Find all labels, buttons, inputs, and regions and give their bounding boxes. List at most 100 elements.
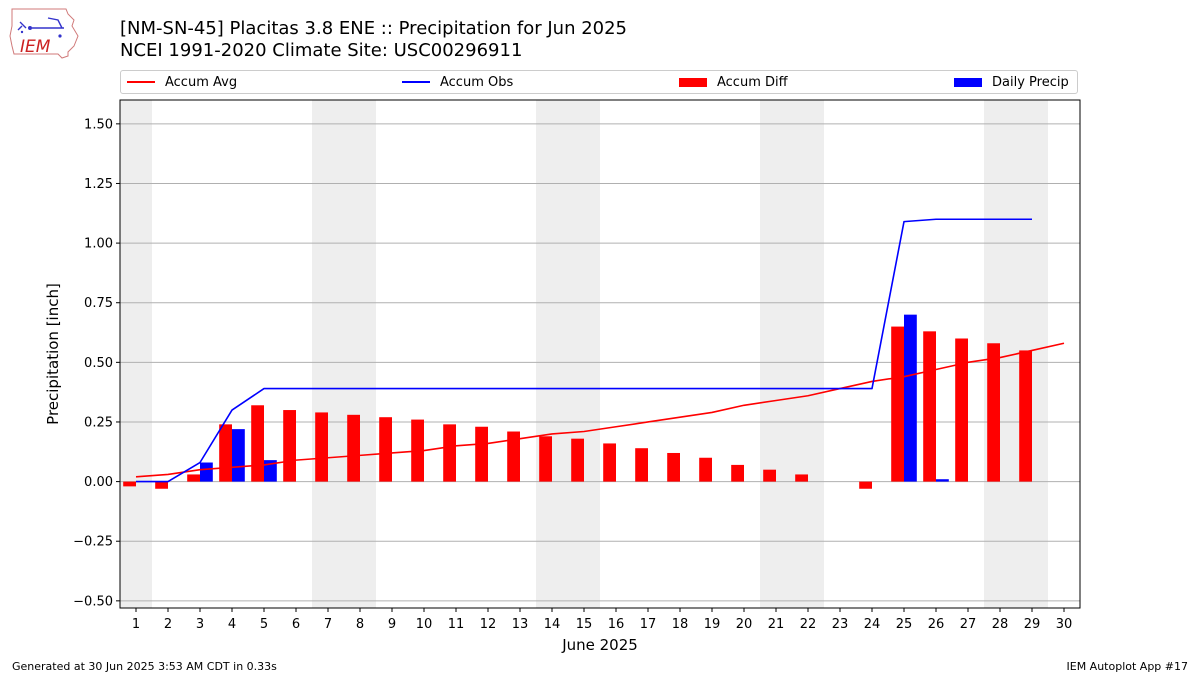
bar-accum-diff-day-13: [507, 431, 520, 482]
x-tick-label: 26: [928, 617, 945, 632]
legend-swatch-accum-diff: [679, 77, 707, 87]
x-tick-label: 8: [356, 617, 364, 632]
x-tick-label: 25: [896, 617, 913, 632]
bar-accum-diff-day-5: [251, 405, 264, 482]
bar-accum-diff-day-12: [475, 426, 488, 482]
legend-item-accum-diff: Accum Diff: [679, 71, 788, 93]
bar-daily-precip-day-26: [936, 479, 949, 482]
bar-accum-diff-day-27: [955, 338, 968, 482]
footer-generated-text: Generated at 30 Jun 2025 3:53 AM CDT in …: [12, 660, 277, 673]
y-tick-label: 0.50: [84, 356, 113, 371]
bar-accum-diff-day-9: [379, 417, 392, 482]
bar-accum-diff-day-7: [315, 412, 328, 482]
x-tick-label: 21: [768, 617, 785, 632]
legend-swatch-accum-avg: [127, 81, 155, 83]
x-tick-label: 1: [132, 617, 140, 632]
x-tick-label: 9: [388, 617, 396, 632]
bar-accum-diff-day-11: [443, 424, 456, 482]
y-tick-label: 0.00: [84, 475, 113, 490]
y-tick-label: 1.00: [84, 237, 113, 252]
line-accum-avg: [135, 342, 1065, 478]
x-tick-label: 6: [292, 617, 300, 632]
bar-daily-precip-day-5: [264, 460, 277, 482]
bar-daily-precip-day-4: [232, 429, 245, 482]
line-accum-obs: [136, 218, 1032, 483]
x-tick-label: 10: [416, 617, 433, 632]
x-tick-label: 27: [960, 617, 977, 632]
weekend-shade-2: [312, 100, 376, 608]
legend-label-accum-obs: Accum Obs: [440, 74, 514, 90]
x-tick-label: 2: [164, 617, 172, 632]
chart-title-line2: NCEI 1991-2020 Climate Site: USC00296911: [120, 40, 523, 61]
bar-accum-diff-day-8: [347, 414, 360, 482]
weekend-shade-3: [536, 100, 600, 608]
x-tick-label: 13: [512, 617, 529, 632]
bar-accum-diff-day-22: [795, 474, 808, 482]
bar-accum-diff-day-24: [859, 481, 872, 489]
bars: [123, 314, 1032, 489]
bar-accum-diff-day-18: [667, 452, 680, 482]
x-tick-label: 22: [800, 617, 817, 632]
weekend-shade-4: [760, 100, 824, 608]
legend-item-daily-precip: Daily Precip: [954, 71, 1069, 93]
x-tick-label: 11: [448, 617, 465, 632]
chart-title-line1: [NM-SN-45] Placitas 3.8 ENE :: Precipita…: [120, 18, 628, 39]
x-tick-label: 7: [324, 617, 332, 632]
x-tick-label: 18: [672, 617, 689, 632]
x-tick-label: 20: [736, 617, 753, 632]
x-tick-label: 3: [196, 617, 204, 632]
bar-accum-diff-day-20: [731, 464, 744, 482]
y-tick-label: 0.25: [84, 415, 113, 430]
bar-accum-diff-day-1: [123, 481, 136, 487]
footer-app-text: IEM Autoplot App #17: [1066, 660, 1189, 673]
bar-accum-diff-day-25: [891, 326, 904, 482]
y-tick-label: −0.50: [73, 594, 113, 609]
bar-accum-diff-day-19: [699, 457, 712, 482]
weekend-shade-1: [120, 100, 152, 608]
legend-label-accum-diff: Accum Diff: [717, 74, 788, 90]
legend-label-accum-avg: Accum Avg: [165, 74, 238, 90]
x-tick-label: 30: [1056, 617, 1073, 632]
legend-item-accum-obs: Accum Obs: [402, 71, 513, 93]
bar-accum-diff-day-16: [603, 443, 616, 482]
bar-accum-diff-day-28: [987, 343, 1000, 482]
bar-accum-diff-day-15: [571, 438, 584, 482]
legend-item-accum-avg: Accum Avg: [127, 71, 237, 93]
bar-accum-diff-day-29: [1019, 350, 1032, 482]
y-tick-label: 0.75: [84, 296, 113, 311]
bar-accum-diff-day-26: [923, 331, 936, 482]
lines: [135, 218, 1065, 483]
x-axis-label: June 2025: [561, 636, 638, 654]
x-tick-label: 24: [864, 617, 881, 632]
bar-daily-precip-day-25: [904, 314, 917, 482]
iowa-state-map-logo-icon: [9, 8, 79, 59]
bar-accum-diff-day-17: [635, 448, 648, 482]
x-axis: 1 2 3 4 5 6 7 8 9 10 11 12 13 14 15 16 17 18 19 20 21 22 23 24 2…: [132, 608, 1072, 632]
logo-text: IEM: [20, 37, 51, 57]
bar-daily-precip-day-3: [200, 462, 213, 482]
bar-accum-diff-day-4: [219, 424, 232, 482]
x-tick-label: 29: [1024, 617, 1041, 632]
y-tick-label: −0.25: [73, 535, 113, 550]
legend-label-daily-precip: Daily Precip: [992, 74, 1069, 90]
x-tick-label: 16: [608, 617, 625, 632]
x-tick-label: 5: [260, 617, 268, 632]
x-tick-label: 28: [992, 617, 1009, 632]
x-tick-label: 19: [704, 617, 721, 632]
bar-accum-diff-day-2: [155, 481, 168, 489]
y-gridlines: [120, 123, 1080, 602]
bar-accum-diff-day-3: [187, 474, 200, 482]
legend-swatch-daily-precip: [954, 77, 982, 87]
bar-accum-diff-day-14: [539, 436, 552, 482]
x-tick-label: 4: [228, 617, 236, 632]
x-tick-label: 12: [480, 617, 497, 632]
y-tick-label: 1.25: [84, 177, 113, 192]
y-axis: −0.50 −0.25 0.00 0.25 0.50 0.75 1.00 1.25 1.50: [73, 117, 120, 609]
x-tick-label: 15: [576, 617, 593, 632]
x-tick-label: 14: [544, 617, 561, 632]
y-axis-label: Precipitation [inch]: [44, 283, 62, 425]
x-tick-label: 17: [640, 617, 657, 632]
bar-accum-diff-day-21: [763, 469, 776, 482]
plot-frame: [119, 99, 1081, 609]
